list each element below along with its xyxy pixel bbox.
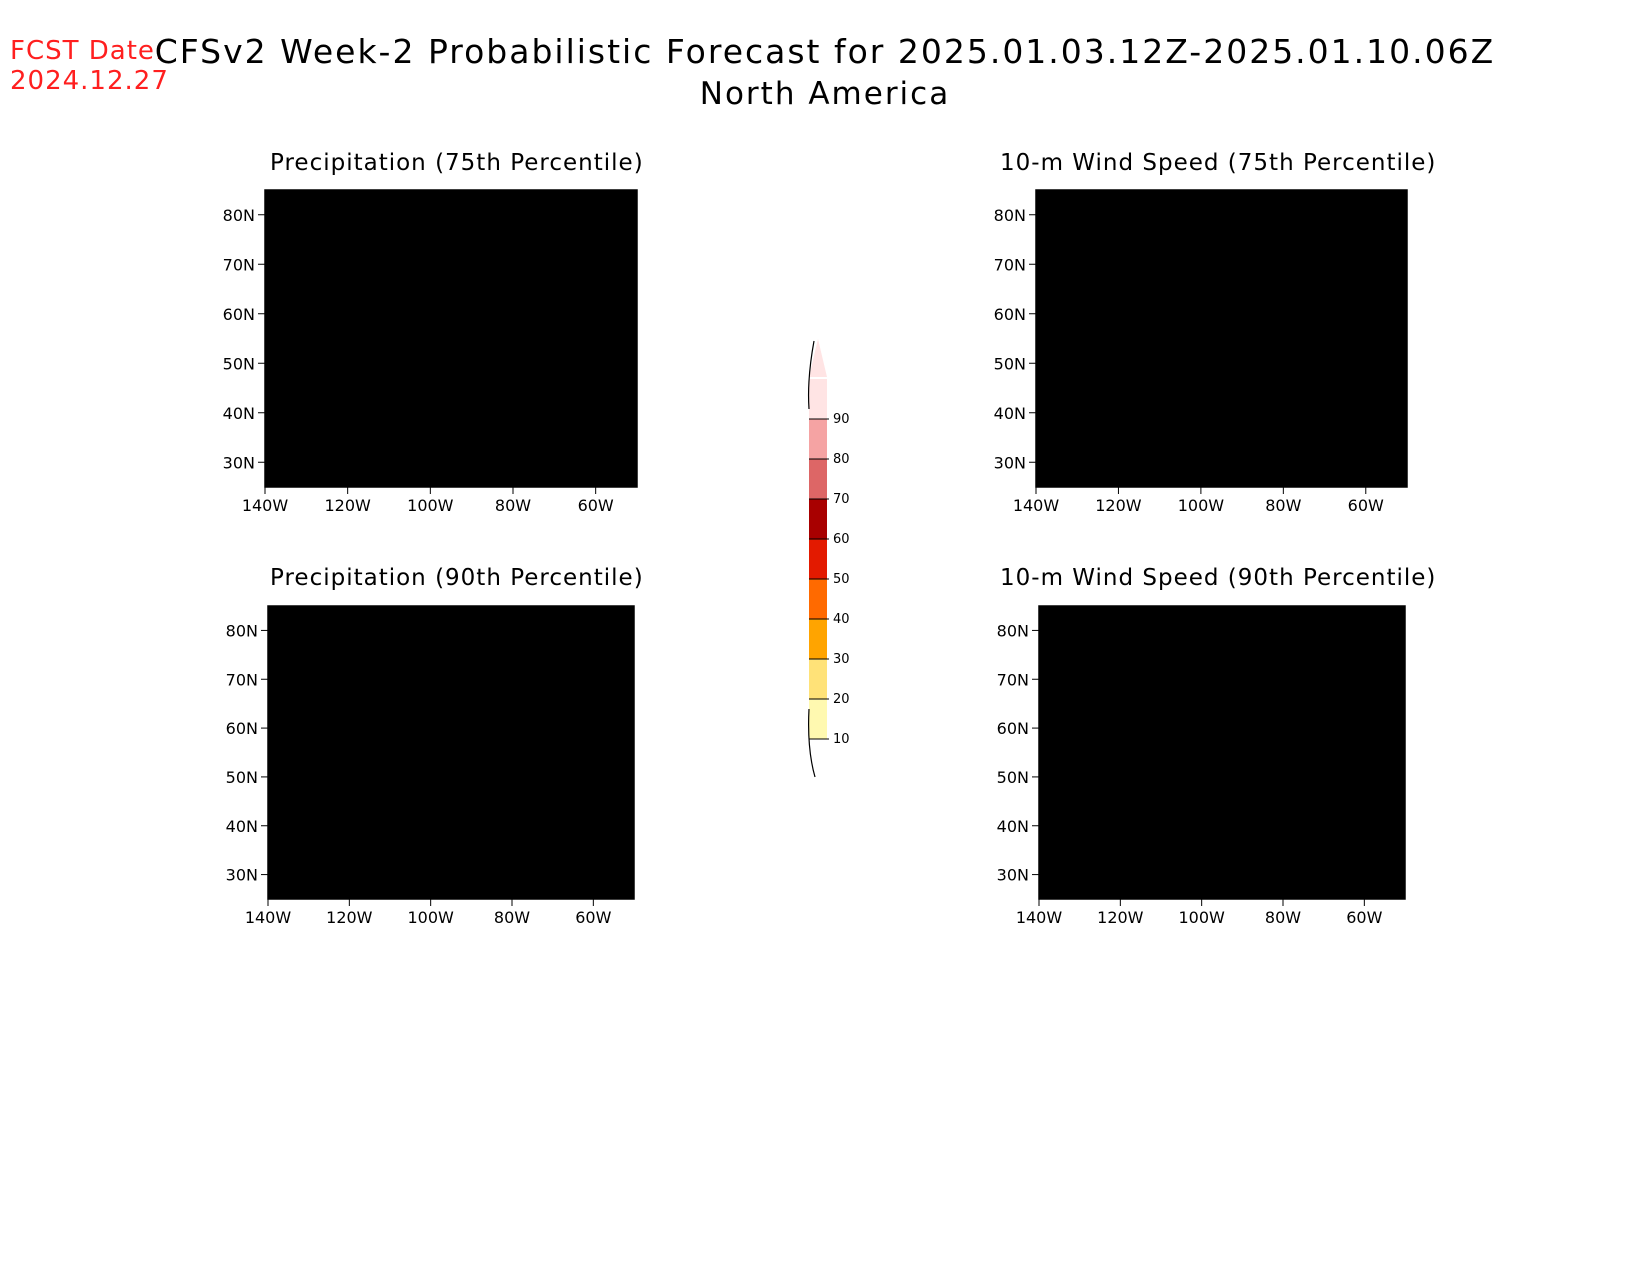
lat-label: 80N	[223, 206, 255, 225]
map-frame	[267, 605, 635, 900]
lon-label: 120W	[1097, 908, 1144, 927]
colorbar-label: 80	[833, 452, 850, 467]
lat-label: 40N	[997, 817, 1029, 836]
lat-label: 70N	[997, 670, 1029, 689]
lon-label: 100W	[1178, 496, 1225, 515]
colorbar-label: 50	[833, 572, 850, 587]
lon-label: 140W	[1016, 908, 1063, 927]
forecast-date-value: 2024.12.27	[10, 66, 169, 96]
lat-label: 80N	[997, 621, 1029, 640]
colorbar-outline	[807, 340, 815, 410]
coastline	[265, 202, 633, 487]
lon-label: 80W	[1265, 496, 1301, 515]
map-frame	[1038, 605, 1406, 900]
lat-label: 60N	[997, 719, 1029, 738]
colorbar-label: 70	[833, 492, 850, 507]
lon-label: 60W	[575, 908, 611, 927]
lon-label: 120W	[324, 496, 371, 515]
forecast-date: FCST Date: 2024.12.27	[10, 36, 169, 96]
lat-label: 70N	[223, 255, 255, 274]
lat-label: 60N	[223, 305, 255, 324]
lat-label: 50N	[997, 768, 1029, 787]
title-line-2: North America	[699, 76, 951, 112]
panel-title-precip75: Precipitation (75th Percentile)	[270, 150, 644, 176]
colorbar: 10 20 30 40 50 60 70 80 90	[807, 339, 850, 778]
colorbar-segment	[809, 459, 827, 499]
lat-label: 60N	[226, 719, 258, 738]
colorbar-label: 90	[833, 412, 850, 427]
colorbar-cap-top	[809, 339, 827, 377]
lat-label: 40N	[223, 404, 255, 423]
lat-label: 30N	[997, 866, 1029, 885]
lon-label: 140W	[1013, 496, 1060, 515]
map-panel-wind90: 80N 70N 60N 50N 40N 30N 140W 120W 100W 80W 60W	[997, 605, 1406, 927]
lat-label: 70N	[994, 255, 1026, 274]
map-frame	[1035, 189, 1408, 488]
lat-label: 50N	[994, 354, 1026, 373]
lon-label: 60W	[1348, 496, 1384, 515]
colorbar-segment	[809, 539, 827, 579]
page-title: CFSv2 Week-2 Probabilistic Forecast for …	[0, 32, 1650, 114]
lon-label: 140W	[245, 908, 292, 927]
lat-label: 40N	[994, 404, 1026, 423]
lon-label: 60W	[578, 496, 614, 515]
map-frame	[264, 189, 638, 488]
lon-label: 140W	[242, 496, 289, 515]
colorbar-outline	[808, 708, 816, 778]
colorbar-segment	[809, 579, 827, 619]
lat-label: 50N	[226, 768, 258, 787]
lon-label: 100W	[407, 908, 454, 927]
colorbar-segment	[809, 499, 827, 539]
colorbar-segment	[809, 699, 827, 739]
colorbar-label: 10	[833, 732, 850, 747]
lat-label: 80N	[994, 206, 1026, 225]
panel-title-wind90: 10-m Wind Speed (90th Percentile)	[1000, 565, 1437, 591]
lat-label: 80N	[226, 621, 258, 640]
lon-label: 80W	[495, 496, 531, 515]
lon-label: 60W	[1346, 908, 1382, 927]
colorbar-label: 60	[833, 532, 850, 547]
colorbar-label: 30	[833, 652, 850, 667]
colorbar-segment	[809, 419, 827, 459]
panel-title-precip90: Precipitation (90th Percentile)	[270, 565, 644, 591]
lat-label: 30N	[223, 453, 255, 472]
lon-label: 100W	[407, 496, 454, 515]
colorbar-segment	[809, 659, 827, 699]
lat-label: 70N	[226, 670, 258, 689]
map-panel-precip90: 80N 70N 60N 50N 40N 30N 140W 120W 100W 80W 60W	[226, 605, 635, 927]
lat-label: 30N	[226, 866, 258, 885]
coastline	[1039, 618, 1401, 899]
lon-label: 120W	[1095, 496, 1142, 515]
colorbar-segment	[809, 379, 827, 419]
title-line-1: CFSv2 Week-2 Probabilistic Forecast for …	[154, 32, 1496, 71]
coastline	[268, 618, 630, 899]
lon-label: 120W	[326, 908, 373, 927]
lat-label: 30N	[994, 453, 1026, 472]
lat-label: 60N	[994, 305, 1026, 324]
colorbar-label: 20	[833, 692, 850, 707]
lon-label: 100W	[1178, 908, 1225, 927]
colorbar-label: 40	[833, 612, 850, 627]
forecast-date-label: FCST Date:	[10, 36, 165, 66]
coastline	[1036, 202, 1403, 487]
map-panel-wind75: 80N 70N 60N 50N 40N 30N 140W 120W 100W 80W 60W	[994, 189, 1408, 515]
lat-label: 40N	[226, 817, 258, 836]
lon-label: 80W	[1265, 908, 1301, 927]
lon-label: 80W	[494, 908, 530, 927]
map-panel-precip75: 80N 70N 60N 50N 40N 30N 140W 120W 100W 80W 60W	[223, 189, 638, 515]
panel-title-wind75: 10-m Wind Speed (75th Percentile)	[1000, 150, 1437, 176]
colorbar-segment	[809, 619, 827, 659]
lat-label: 50N	[223, 354, 255, 373]
